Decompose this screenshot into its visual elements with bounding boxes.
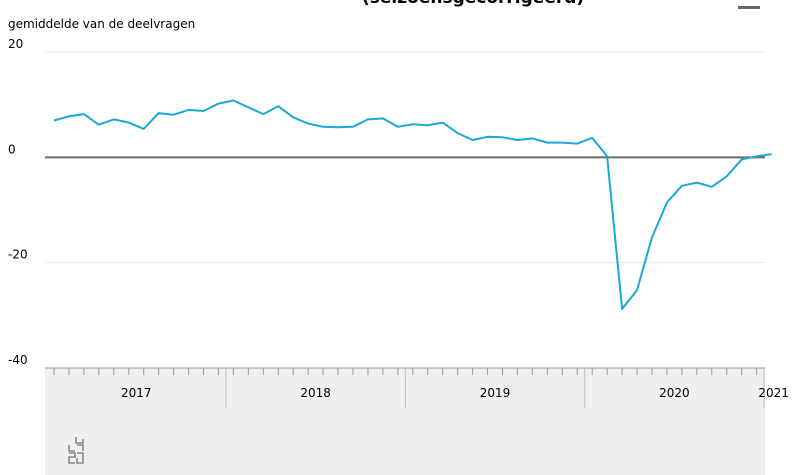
- data-point: [471, 138, 475, 142]
- y-tick-labels: 20 0 -20 -40: [8, 37, 28, 367]
- x-axis: 2017 2018 2019 2020 2021: [45, 367, 789, 408]
- data-point: [306, 122, 310, 126]
- data-point: [231, 98, 235, 102]
- data-point: [456, 131, 460, 135]
- data-point: [650, 235, 654, 239]
- data-point: [172, 113, 176, 117]
- menu-icon[interactable]: [738, 6, 760, 9]
- y-axis-label: gemiddelde van de deelvragen: [8, 17, 195, 31]
- series-line: [53, 99, 772, 310]
- data-point: [575, 142, 579, 146]
- gridlines: [45, 51, 765, 369]
- data-point: [605, 154, 609, 158]
- data-point: [755, 154, 759, 158]
- data-point: [112, 117, 116, 121]
- data-point: [52, 118, 56, 122]
- data-point: [127, 121, 131, 125]
- data-point: [321, 125, 325, 129]
- y-tick-label: 0: [8, 142, 16, 156]
- data-point: [411, 122, 415, 126]
- data-point: [336, 125, 340, 129]
- data-point: [261, 112, 265, 116]
- x-tick-label: 2018: [300, 386, 331, 400]
- data-point: [770, 152, 774, 156]
- data-point: [97, 123, 101, 127]
- data-point: [710, 185, 714, 189]
- data-point: [486, 135, 490, 139]
- data-point: [515, 138, 519, 142]
- data-point: [426, 123, 430, 127]
- y-tick-label: 20: [8, 37, 23, 51]
- x-tick-label: 2017: [121, 386, 152, 400]
- chart-title-partial: (seizoensgecorrigeerd): [362, 0, 584, 8]
- x-tick-label: 2021: [758, 386, 789, 400]
- data-point: [695, 181, 699, 185]
- data-point: [680, 184, 684, 188]
- data-point: [725, 174, 729, 178]
- data-point: [530, 136, 534, 140]
- data-point: [67, 114, 71, 118]
- data-point: [381, 116, 385, 120]
- data-point: [157, 111, 161, 115]
- data-point: [246, 105, 250, 109]
- data-point: [635, 288, 639, 292]
- data-point: [82, 112, 86, 116]
- data-point: [187, 108, 191, 112]
- data-point: [351, 125, 355, 129]
- data-point: [545, 141, 549, 145]
- cbs-logo: [68, 437, 84, 464]
- data-point: [740, 157, 744, 161]
- data-point: [665, 201, 669, 205]
- data-point: [276, 104, 280, 108]
- data-point: [396, 125, 400, 129]
- bottom-panel: [45, 408, 765, 475]
- data-point: [441, 121, 445, 125]
- data-point: [620, 307, 624, 311]
- x-tick-label: 2019: [480, 386, 511, 400]
- data-point: [202, 109, 206, 113]
- x-tick-label: 2020: [659, 386, 690, 400]
- data-point: [366, 117, 370, 121]
- data-point: [501, 135, 505, 139]
- data-point: [142, 127, 146, 131]
- data-point: [291, 115, 295, 119]
- y-tick-label: -20: [8, 248, 28, 262]
- data-point: [216, 102, 220, 106]
- y-tick-label: -40: [8, 353, 28, 367]
- data-point: [590, 136, 594, 140]
- data-point: [560, 141, 564, 145]
